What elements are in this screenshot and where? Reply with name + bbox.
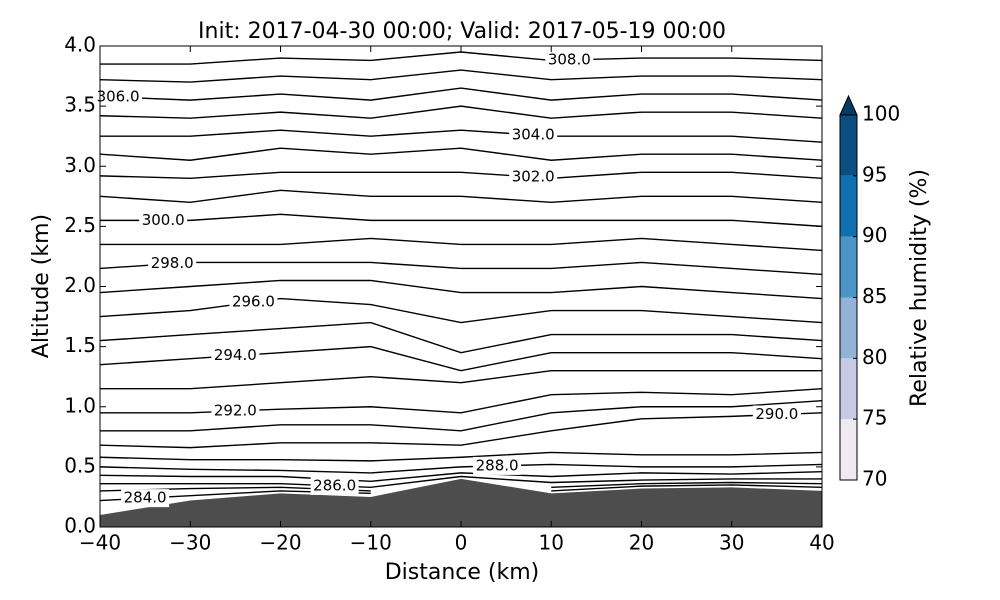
contour-line [99, 451, 823, 462]
contour-label: 290.0 [755, 405, 798, 423]
colorbar-tick-label: 95 [862, 162, 887, 186]
contour-label-bg [139, 211, 188, 230]
x-tick-label: −40 [79, 531, 121, 555]
y-tick-label: 0.0 [64, 514, 96, 538]
contour-label: 302.0 [512, 168, 555, 186]
colorbar-band [840, 297, 857, 359]
contour-line [100, 237, 823, 252]
y-tick-label: 3.0 [64, 153, 96, 177]
x-tick-label: 20 [629, 531, 654, 555]
y-tick-label: 1.0 [64, 393, 96, 417]
contour-label-bg [509, 168, 558, 187]
contour-line [99, 470, 823, 483]
contour-line [100, 213, 823, 228]
x-tick-label: −20 [259, 531, 301, 555]
contour-line [100, 400, 823, 432]
colorbar-label: Relative humidity (%) [907, 169, 932, 407]
colorbar-band [840, 236, 857, 298]
colorbar-tick-label: 100 [862, 102, 900, 126]
x-tick-label: 30 [719, 531, 744, 555]
chart-title: Init: 2017-04-30 00:00; Valid: 2017-05-1… [198, 19, 726, 44]
colorbar-extend [839, 94, 858, 116]
y-tick-label: 2.5 [64, 213, 96, 237]
y-tick-label: 0.5 [64, 453, 96, 477]
contour-line [99, 412, 823, 449]
contour-line [100, 388, 823, 414]
contour-label: 284.0 [124, 489, 167, 507]
contour-label-bg [752, 405, 801, 424]
contour-label: 306.0 [97, 88, 140, 106]
contour-line [99, 105, 823, 119]
contour-line [99, 321, 823, 354]
x-tick-label: 0 [455, 531, 468, 555]
contour-label-bg [545, 50, 594, 69]
x-tick-label: 10 [539, 531, 564, 555]
contour-label: 292.0 [214, 401, 257, 419]
contour-line [99, 189, 823, 204]
contour-line [99, 463, 823, 474]
contour-label-bg [121, 489, 170, 508]
y-tick-label: 1.5 [64, 333, 96, 357]
colorbar-tick-label: 90 [862, 223, 887, 247]
colorbar-tick-label: 70 [862, 467, 887, 491]
contour-line [100, 475, 822, 489]
contour-line [99, 147, 823, 161]
contour-label: 298.0 [151, 254, 194, 272]
contour-line [99, 171, 823, 179]
colorbar-band [840, 175, 857, 237]
contour-line [99, 87, 823, 101]
x-axis-label: Distance (km) [385, 560, 540, 585]
contour-line [99, 69, 823, 83]
contour-label: 308.0 [548, 50, 591, 68]
contour-label-bg [310, 476, 359, 495]
contour-line [100, 129, 823, 143]
contour-line [99, 261, 823, 276]
colorbar-band [840, 358, 857, 420]
colorbar-band [840, 419, 857, 480]
contour-label-bg [509, 125, 558, 144]
contour-label-bg [473, 456, 522, 475]
terrain [100, 478, 822, 527]
contour-label: 296.0 [232, 293, 275, 311]
contour-line [99, 297, 823, 324]
x-tick-label: 40 [809, 531, 834, 555]
x-tick-label: −30 [169, 531, 211, 555]
contour-label: 286.0 [313, 476, 356, 494]
contour-line [100, 369, 822, 390]
colorbar-tick-label: 80 [862, 345, 887, 369]
contour-label: 294.0 [214, 346, 257, 364]
contour-label: 300.0 [142, 211, 185, 229]
contour-label-bg [148, 254, 197, 273]
contour-line [99, 345, 823, 372]
contour-label-bg [211, 401, 260, 420]
contour-label-bg [229, 293, 278, 312]
y-tick-label: 3.5 [64, 93, 96, 117]
colorbar-tick-label: 85 [862, 284, 887, 308]
contour-label: 304.0 [512, 125, 555, 143]
y-axis-label: Altitude (km) [29, 214, 54, 358]
contour-label-bg [94, 88, 143, 107]
x-tick-label: −10 [350, 531, 392, 555]
colorbar-band [840, 115, 857, 176]
contour-label-bg [211, 346, 260, 365]
contour-label: 288.0 [476, 456, 519, 474]
colorbar-tick-label: 75 [862, 406, 887, 430]
y-tick-label: 4.0 [64, 33, 96, 57]
contour-line [99, 279, 823, 300]
y-tick-label: 2.0 [64, 273, 96, 297]
contour-line [100, 51, 823, 65]
